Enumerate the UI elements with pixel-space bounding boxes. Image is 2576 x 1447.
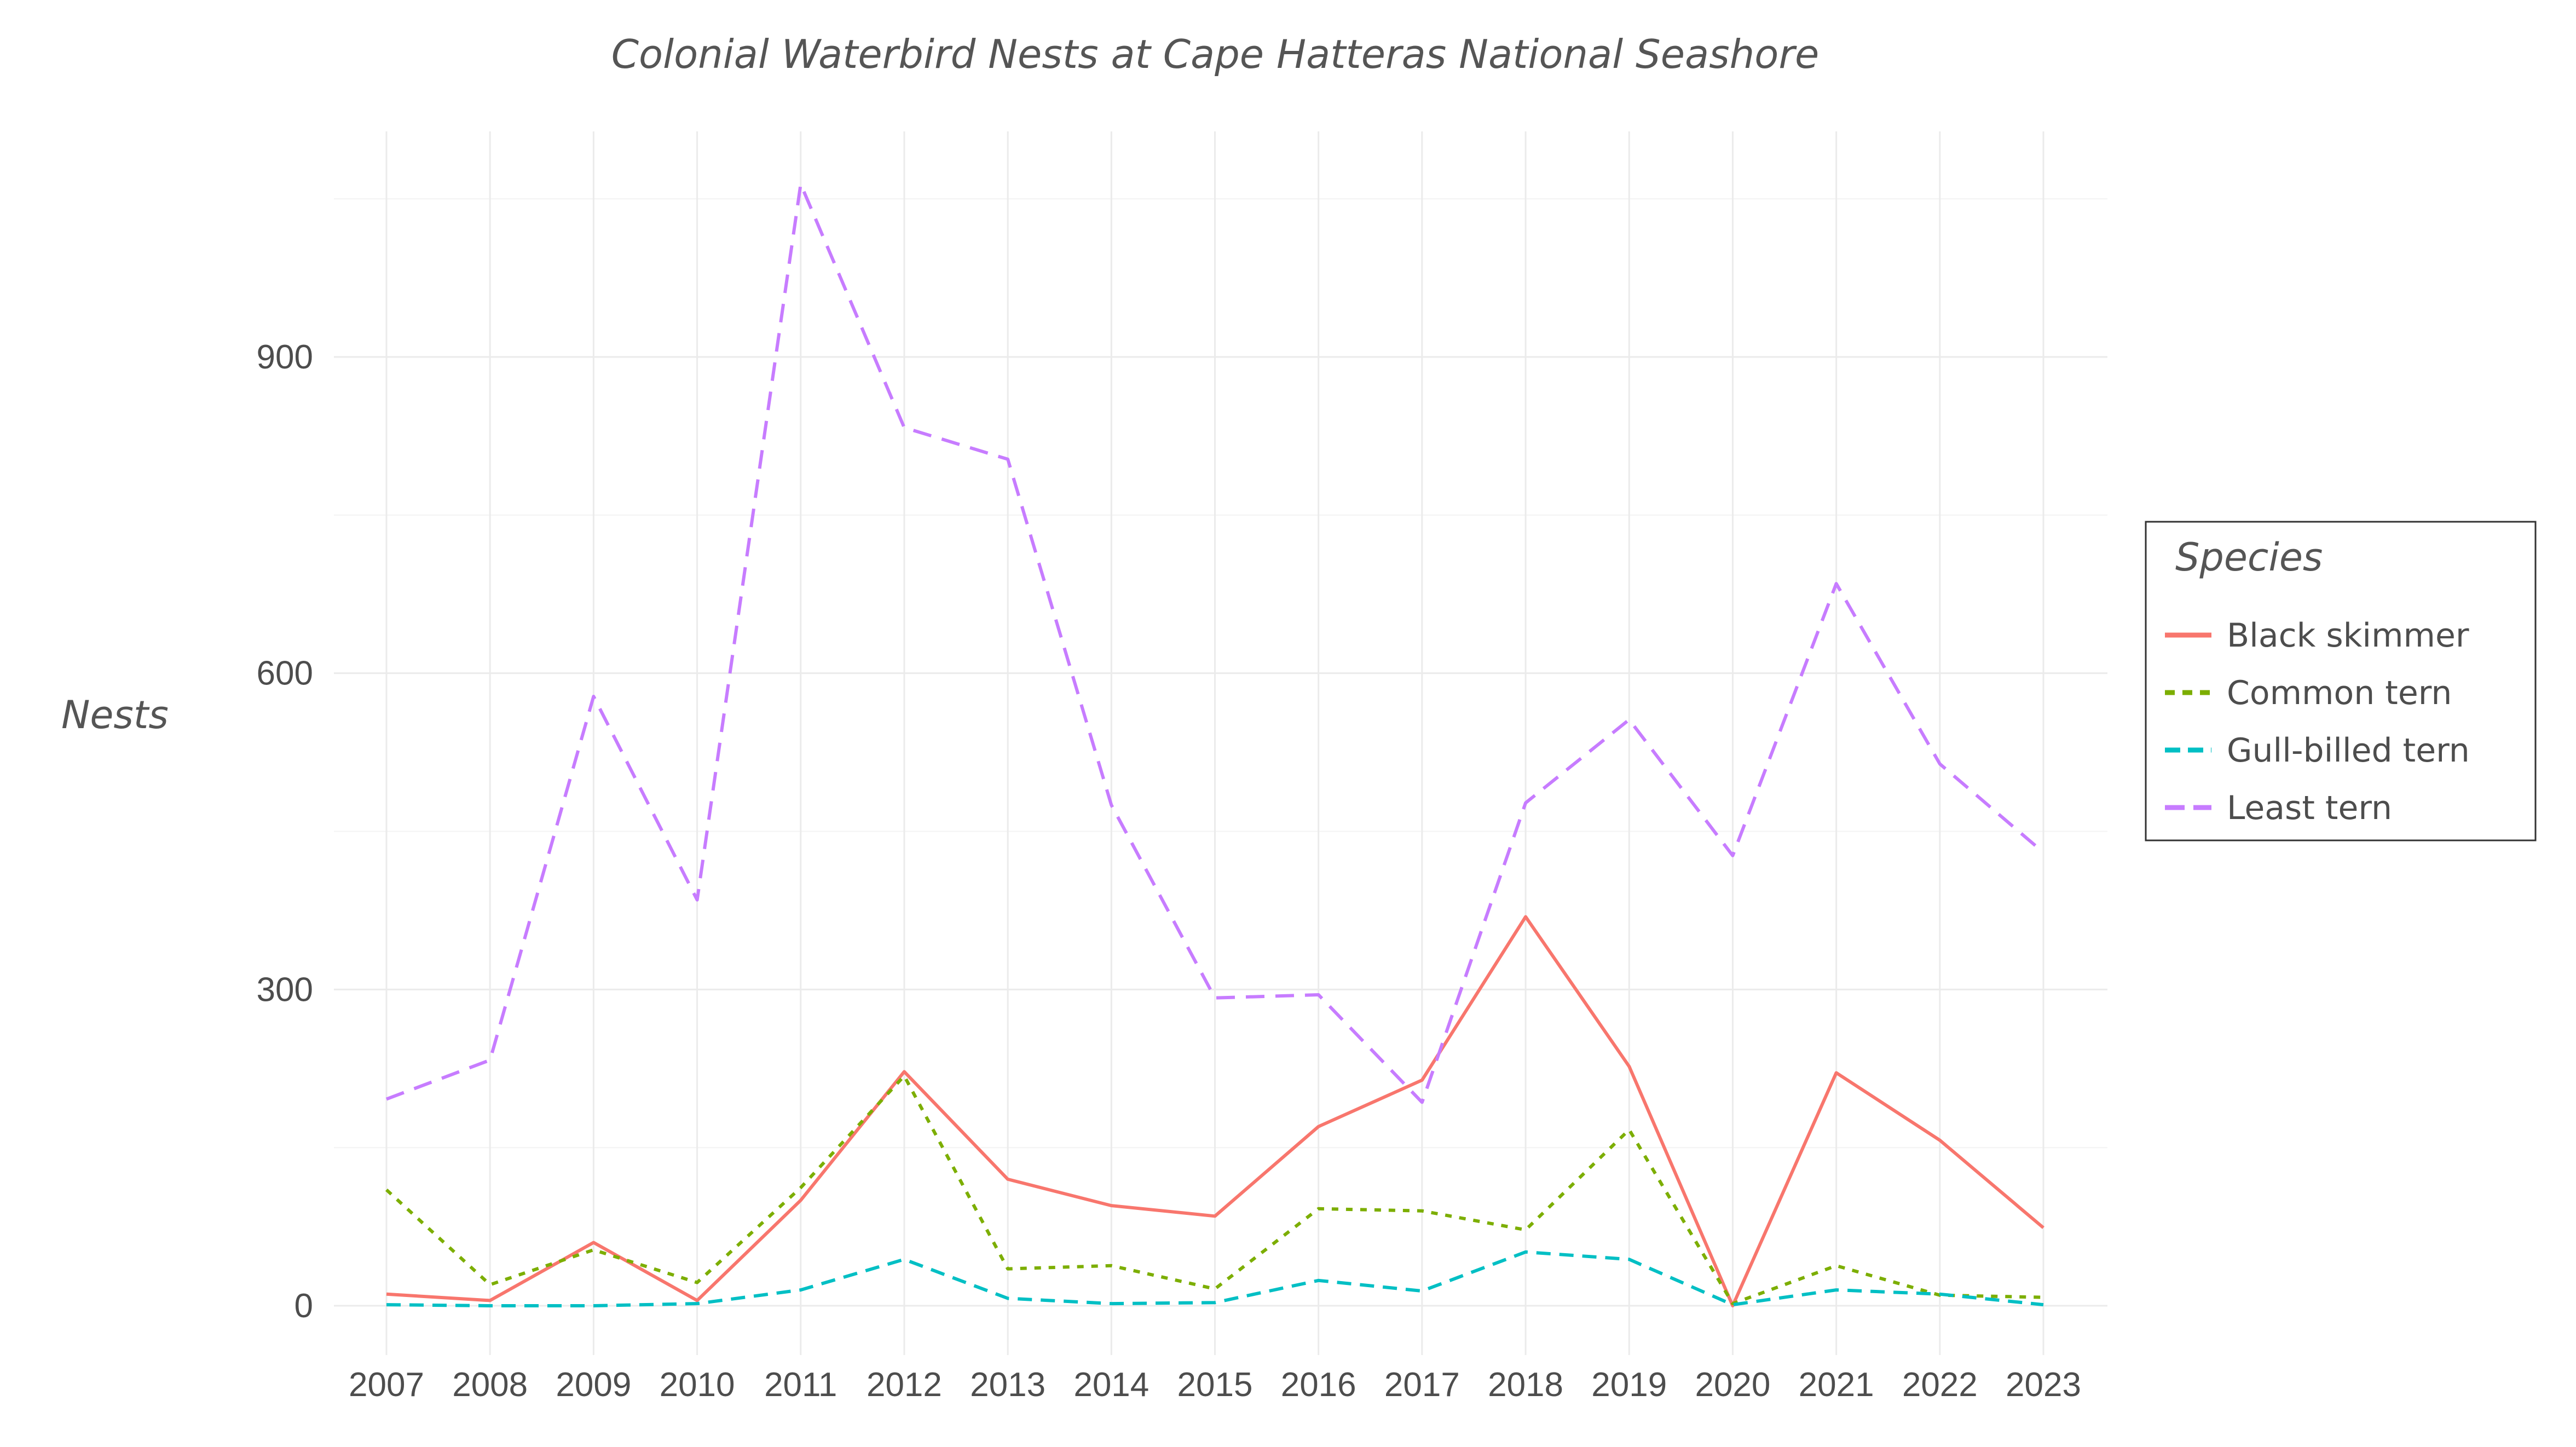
legend-label: Common tern [2227, 674, 2452, 712]
x-tick-label: 2020 [1695, 1366, 1770, 1404]
x-tick-label: 2009 [556, 1366, 631, 1404]
chart-title: Colonial Waterbird Nests at Cape Hattera… [611, 31, 1820, 77]
series-line-gull-billed-tern [386, 1250, 2044, 1307]
legend-label: Gull-billed tern [2227, 731, 2470, 770]
x-tick-label: 2018 [1488, 1366, 1563, 1404]
x-tick-label: 2022 [1902, 1366, 1978, 1404]
y-axis-label: Nests [61, 693, 169, 737]
x-axis-ticks: 2007 2008 2009 2010 2011 2012 2013 2014 2015 2016… [349, 1366, 2081, 1404]
y-tick-label: 600 [257, 655, 313, 693]
x-tick-label: 2010 [660, 1366, 735, 1404]
grid [334, 131, 2107, 1355]
series-line-black-skimmer [386, 915, 2044, 1307]
y-axis-ticks: 0 300 600 900 [257, 338, 313, 1325]
x-tick-label: 2019 [1591, 1366, 1667, 1404]
legend-label: Least tern [2227, 789, 2392, 827]
x-tick-label: 2013 [970, 1366, 1046, 1404]
x-tick-label: 2021 [1799, 1366, 1874, 1404]
x-tick-label: 2016 [1281, 1366, 1356, 1404]
legend-box [2145, 521, 2537, 841]
legend-label: Black skimmer [2227, 616, 2469, 655]
y-tick-label: 300 [257, 971, 313, 1008]
x-tick-label: 2017 [1384, 1366, 1460, 1404]
x-tick-label: 2015 [1177, 1366, 1253, 1404]
x-tick-label: 2008 [452, 1366, 528, 1404]
legend-title: Species [2175, 535, 2323, 580]
legend: Species Black skimmer Common tern Gull-bil… [2145, 521, 2537, 841]
x-tick-label: 2014 [1073, 1366, 1149, 1404]
y-tick-label: 900 [257, 338, 313, 376]
legend-items: Black skimmer Common tern Gull-billed tern… [2165, 616, 2470, 827]
x-tick-label: 2012 [867, 1366, 942, 1404]
series-lines [385, 182, 2044, 1307]
x-tick-label: 2007 [349, 1366, 424, 1404]
y-tick-label: 0 [294, 1287, 313, 1325]
x-tick-label: 2023 [2006, 1366, 2081, 1404]
x-tick-label: 2011 [764, 1366, 837, 1404]
